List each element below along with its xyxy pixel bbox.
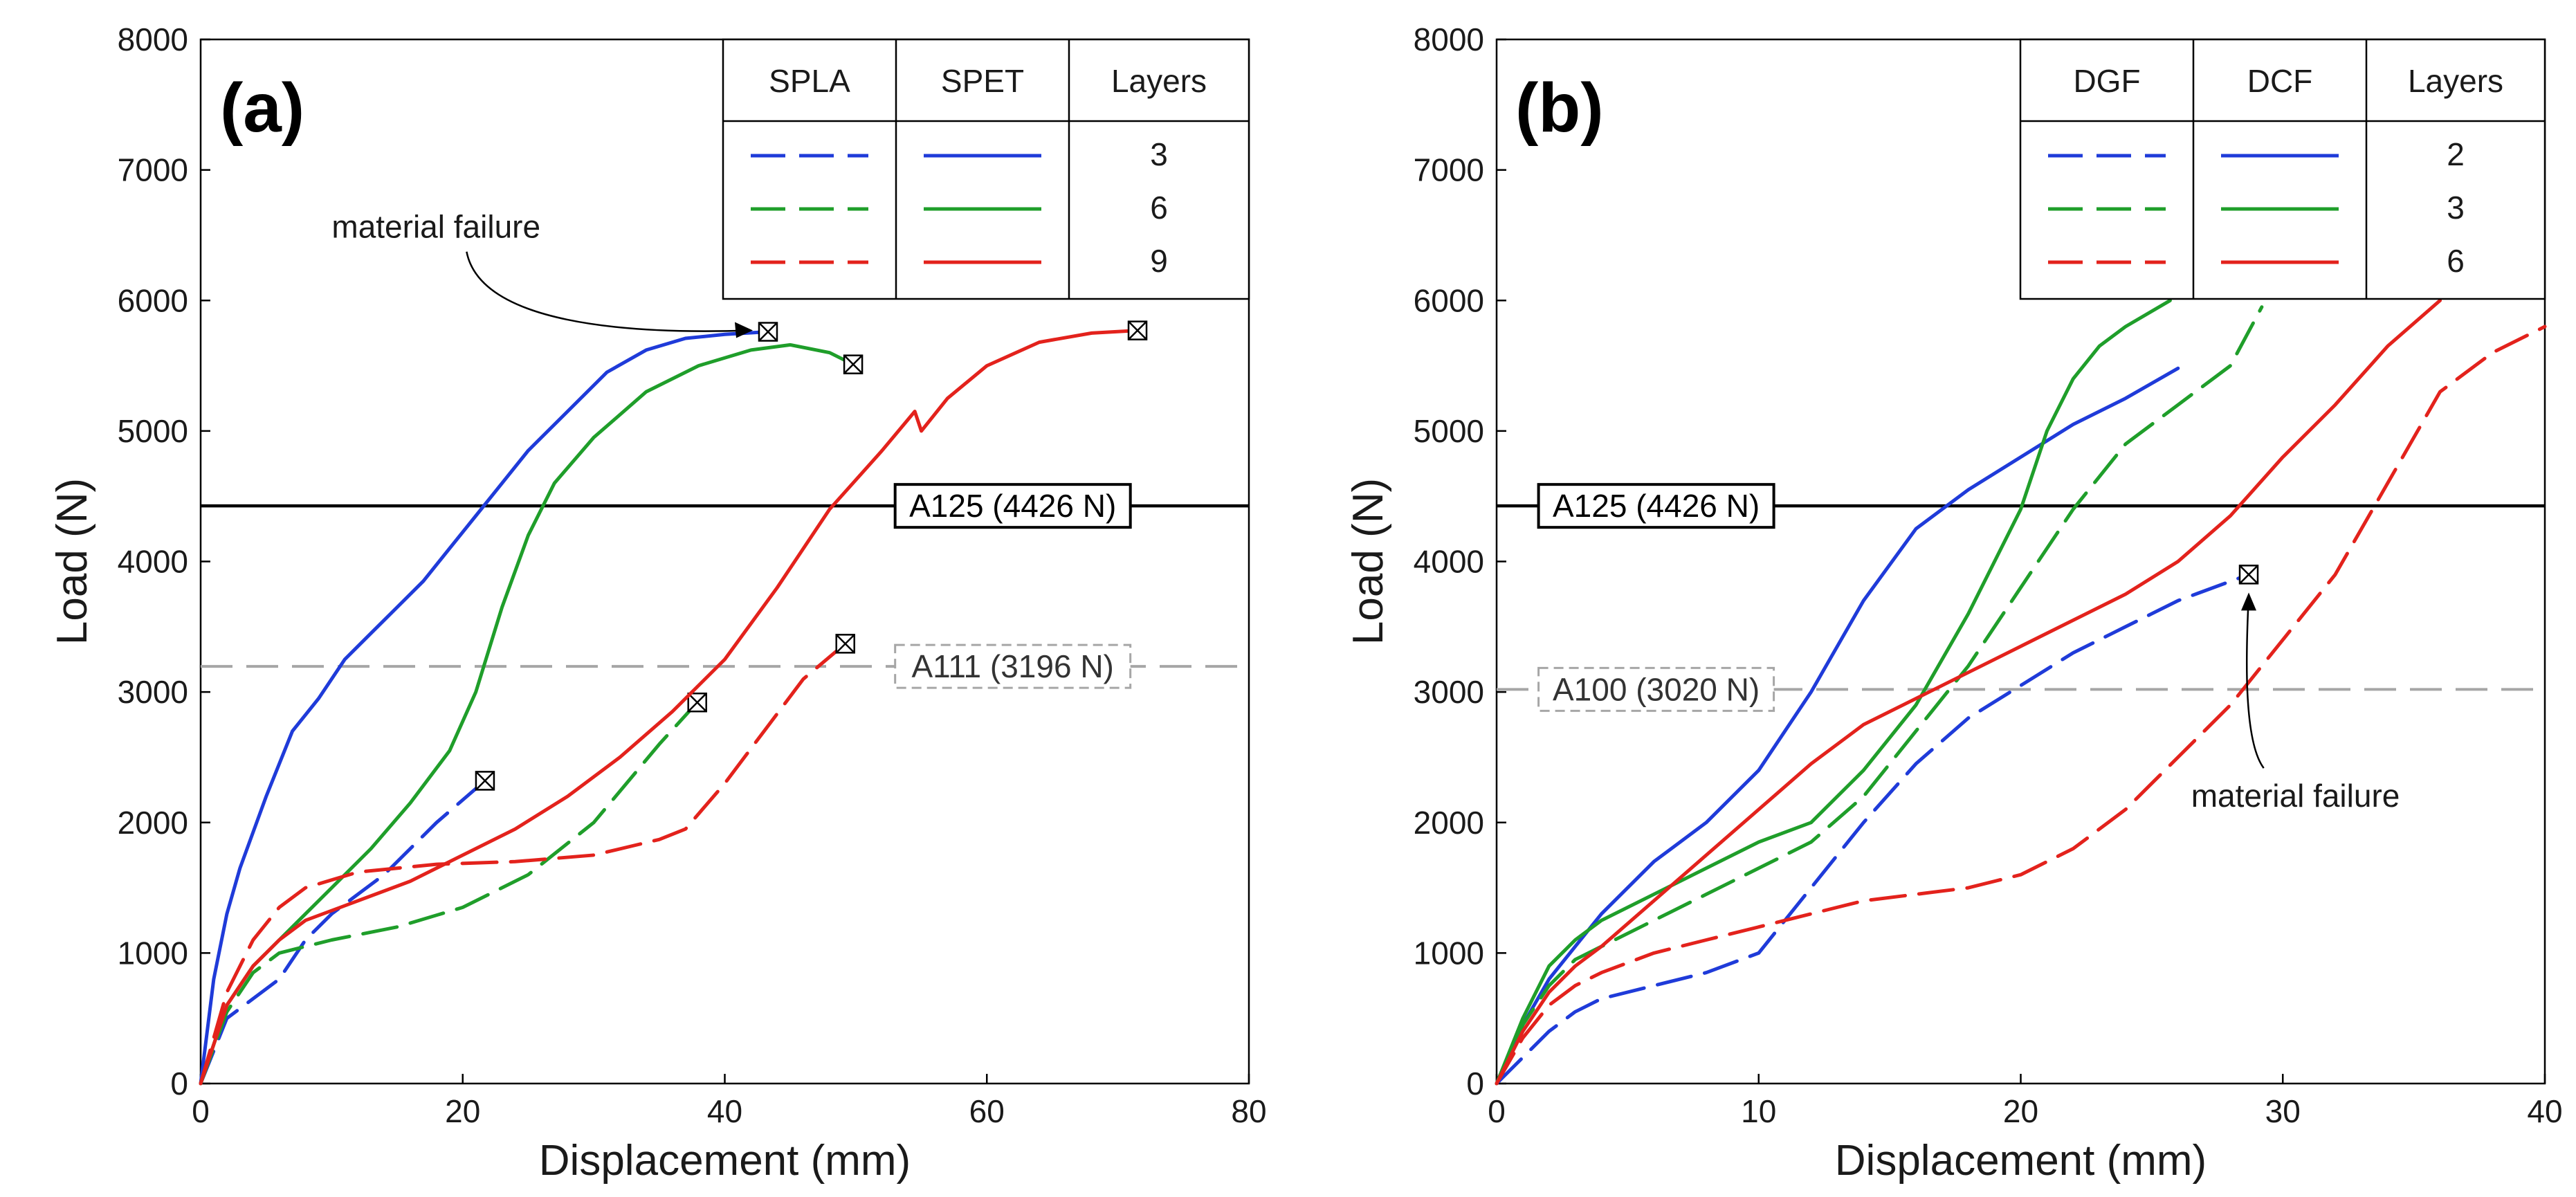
legend-box <box>2019 38 2546 300</box>
x-tick-label: 0 <box>1488 1093 1506 1129</box>
x-tick-label: 20 <box>2003 1093 2038 1129</box>
series-line <box>1495 366 2180 1086</box>
reference-line-label-box <box>894 643 1132 689</box>
reference-line-label-box <box>1537 483 1775 529</box>
legend-header: SPLA <box>769 63 850 99</box>
legend-header: DGF <box>2073 63 2140 99</box>
legend-header: Layers <box>2408 63 2503 99</box>
reference-line-label-box <box>1537 666 1775 712</box>
x-tick-label: 20 <box>445 1093 480 1129</box>
legend-layers-value: 6 <box>2447 243 2465 279</box>
y-tick-label: 6000 <box>1414 282 1484 318</box>
y-tick-label: 2000 <box>1414 805 1484 841</box>
y-tick-label: 8000 <box>1414 21 1484 57</box>
y-tick-label: 3000 <box>118 674 188 710</box>
y-tick-label: 2000 <box>118 805 188 841</box>
legend-layers-value: 3 <box>1150 136 1168 172</box>
failure-marker-cross <box>1128 320 1147 340</box>
annotation-arrow <box>466 251 751 332</box>
failure-marker-cross <box>475 771 495 791</box>
y-tick-label: 1000 <box>1414 935 1484 971</box>
y-tick-label: 4000 <box>1414 544 1484 580</box>
x-axis-label: Displacement (mm) <box>539 1137 911 1185</box>
legend-layers-value: 9 <box>1150 243 1168 279</box>
failure-marker-cross <box>687 693 707 713</box>
failure-marker-cross <box>835 634 855 654</box>
y-tick-label: 4000 <box>118 544 188 580</box>
annotation-arrowhead <box>2241 592 2257 611</box>
legend-header: SPET <box>941 63 1024 99</box>
chart-panel-a: 0 1000 2000 3000 4000 5000 6000 7000 8000 0 20 40 60… <box>48 21 1267 1185</box>
y-tick-label: 7000 <box>1414 152 1484 188</box>
reference-line-label: A100 (3020 N) <box>1553 671 1760 707</box>
reference-line-label-box <box>893 483 1132 529</box>
series-line <box>1495 305 2264 1086</box>
x-tick-label: 30 <box>2265 1093 2301 1129</box>
legend-layers-value: 6 <box>1150 190 1168 226</box>
x-tick-label: 40 <box>2527 1093 2562 1129</box>
y-tick-label: 8000 <box>118 21 188 57</box>
y-tick-label: 5000 <box>1414 413 1484 449</box>
y-tick-label: 6000 <box>118 282 188 318</box>
failure-marker-cross <box>758 322 778 342</box>
annotation-arrow <box>2245 595 2265 769</box>
reference-line-label: A111 (3196 N) <box>912 648 1114 684</box>
series-line <box>1495 325 2547 1086</box>
reference-line-label: A125 (4426 N) <box>1553 488 1760 524</box>
y-tick-label: 0 <box>1466 1066 1484 1102</box>
y-axis-label: Load (N) <box>1344 478 1392 645</box>
series-line <box>199 641 848 1086</box>
x-tick-label: 0 <box>192 1093 210 1129</box>
y-tick-label: 5000 <box>118 413 188 449</box>
series-line <box>1495 572 2251 1086</box>
annotation-text: material failure <box>2191 778 2400 814</box>
legend-layers-value: 2 <box>2447 136 2465 172</box>
series-line <box>199 700 700 1086</box>
x-tick-label: 40 <box>707 1093 742 1129</box>
y-tick-label: 7000 <box>118 152 188 188</box>
x-axis-label: Displacement (mm) <box>1835 1137 2207 1185</box>
reference-line-label: A125 (4426 N) <box>909 488 1116 524</box>
series-line <box>1495 298 2172 1086</box>
y-tick-label: 1000 <box>118 935 188 971</box>
failure-marker-cross <box>2239 565 2258 585</box>
annotation-text: material failure <box>331 209 540 245</box>
legend-layers-value: 3 <box>2447 190 2465 226</box>
series-line <box>1495 298 2442 1086</box>
y-axis-label: Load (N) <box>48 478 96 645</box>
y-tick-label: 3000 <box>1414 674 1484 710</box>
panel-label: (a) <box>220 69 304 147</box>
y-tick-label: 0 <box>170 1066 188 1102</box>
chart-panel-b: 0 1000 2000 3000 4000 5000 6000 7000 8000 0 10 20 30… <box>1344 21 2563 1185</box>
series-line <box>199 778 487 1086</box>
series-line <box>199 330 770 1086</box>
x-tick-label: 80 <box>1231 1093 1266 1129</box>
failure-marker-cross <box>843 354 863 374</box>
legend-header: Layers <box>1111 63 1207 99</box>
panel-label: (b) <box>1515 69 1604 147</box>
series-line <box>199 329 1140 1086</box>
annotation-arrowhead <box>734 322 753 338</box>
legend-box <box>722 38 1250 300</box>
legend-header: DCF <box>2247 63 2313 99</box>
x-tick-label: 10 <box>1741 1093 1776 1129</box>
x-tick-label: 60 <box>969 1093 1005 1129</box>
